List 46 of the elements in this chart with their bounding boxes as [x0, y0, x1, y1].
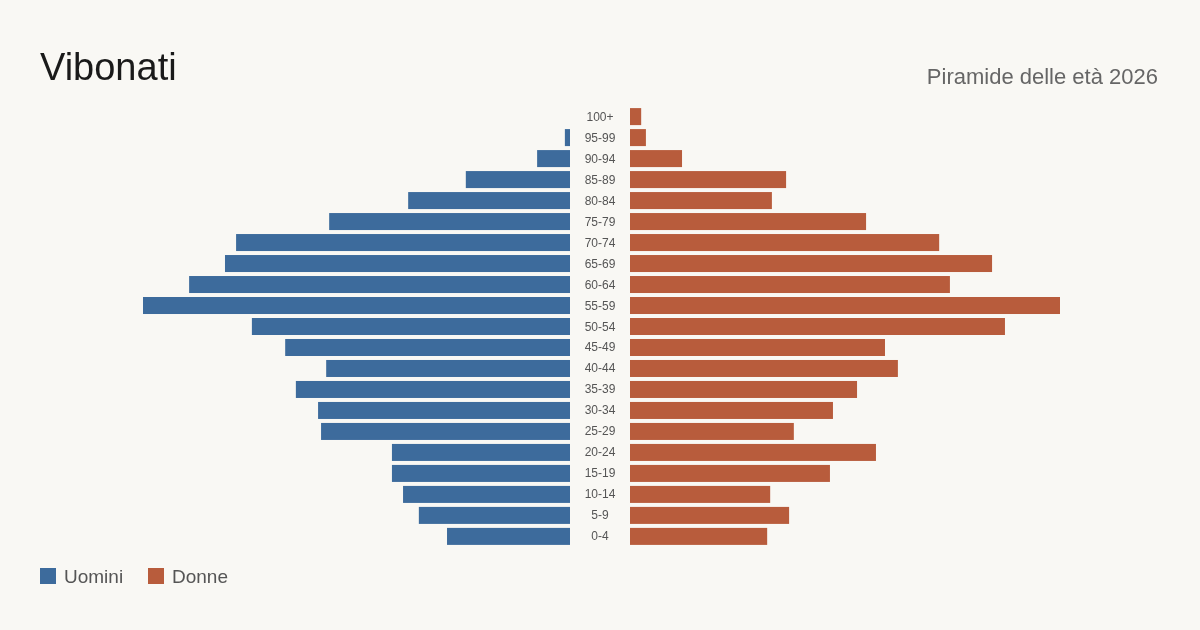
chart-subtitle: Piramide delle età 2026 [926, 64, 1158, 89]
y-tick-label: 85-89 [584, 172, 616, 187]
bar [630, 338, 885, 356]
y-tick-label: 45-49 [584, 340, 616, 355]
y-tick-label: 55-59 [584, 298, 616, 313]
y-tick-label: 20-24 [584, 445, 616, 460]
y-tick-label: 40-44 [584, 361, 616, 376]
chart-title: Vibonati [40, 46, 177, 88]
bar [630, 276, 950, 294]
y-tick-label: 80-84 [584, 193, 616, 208]
bar [630, 422, 794, 440]
y-tick-label: 10-14 [584, 487, 616, 502]
bar [630, 443, 876, 461]
bar [630, 464, 830, 482]
bar [630, 129, 646, 147]
bar [630, 527, 768, 545]
bar [630, 171, 787, 189]
bar [630, 108, 642, 126]
bar [630, 150, 683, 168]
bar [630, 359, 898, 377]
bar [630, 318, 1005, 335]
y-tick-label: 75-79 [584, 214, 616, 229]
bar [630, 506, 790, 524]
y-tick-label: 0-4 [591, 529, 609, 544]
bar [630, 234, 940, 252]
bar [630, 255, 993, 273]
legend-label: Uomini [64, 566, 124, 587]
bar [630, 297, 1060, 315]
y-tick-label: 100+ [586, 109, 614, 124]
y-tick-label: 35-39 [584, 382, 616, 397]
bar [630, 213, 867, 231]
y-tick-label: 70-74 [584, 235, 616, 250]
y-tick-label: 95-99 [584, 130, 616, 145]
bar [630, 192, 772, 210]
y-tick-label: 25-29 [584, 424, 616, 439]
y-tick-label: 15-19 [584, 466, 616, 481]
legend-label: Donne [172, 566, 228, 587]
y-tick-label: 30-34 [584, 403, 616, 418]
y-tick-label: 90-94 [584, 151, 616, 166]
y-tick-label: 50-54 [584, 319, 616, 334]
y-tick-label: 5-9 [591, 508, 609, 523]
y-tick-label: 60-64 [584, 277, 616, 292]
bar [630, 401, 833, 419]
bar [630, 380, 858, 398]
bar [630, 485, 771, 503]
y-tick-label: 65-69 [584, 256, 616, 271]
